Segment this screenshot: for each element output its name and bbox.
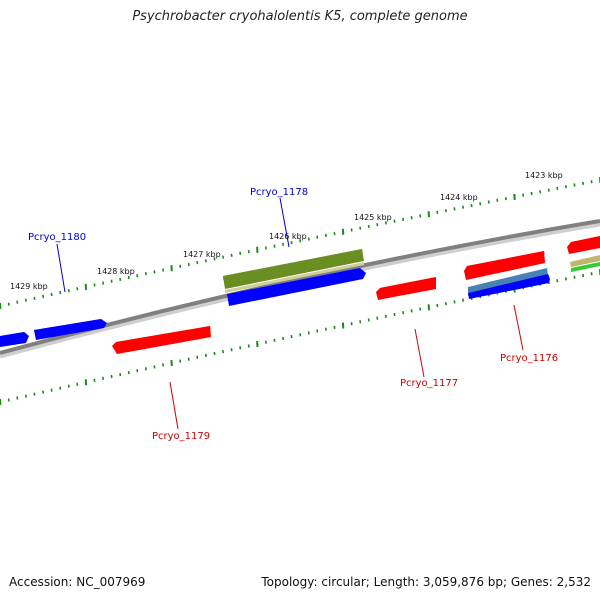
- kbp-label-1427: 1427 kbp: [183, 250, 221, 259]
- gene-body: [0, 332, 29, 347]
- gene-label-pcryo1178: Pcryo_1178: [250, 187, 308, 198]
- gene-features: [0, 236, 600, 354]
- gene-body: [112, 326, 211, 354]
- leader-pcryo1176: [513, 304, 524, 351]
- gene-body: [571, 262, 600, 272]
- gene-rna-olive-shadow: [225, 262, 364, 293]
- gene-body: [223, 249, 364, 289]
- kbp-label-1425: 1425 kbp: [354, 213, 392, 222]
- gene-body: [376, 277, 436, 300]
- gene-fwd-left-stub: [0, 332, 29, 347]
- gene-misc-green: [571, 262, 600, 272]
- gene-pcryo1178: [227, 268, 366, 306]
- gene-body: [227, 268, 366, 306]
- kbp-label-1424: 1424 kbp: [440, 193, 478, 202]
- leader-pcryo1180: [56, 243, 66, 293]
- gene-label-pcryo1176: Pcryo_1176: [500, 353, 558, 364]
- gene-label-pcryo1180: Pcryo_1180: [28, 232, 86, 243]
- gene-misc-blue: [468, 268, 548, 293]
- leader-pcryo1179: [169, 381, 179, 430]
- gene-body: [468, 274, 550, 299]
- gene-body: [570, 255, 600, 267]
- gene-body: [468, 268, 548, 293]
- kbp-label-1429: 1429 kbp: [10, 282, 48, 291]
- accession-text: Accession: NC_007969: [9, 575, 146, 589]
- gene-rna-olive: [223, 249, 364, 289]
- gene-misc-tan: [570, 255, 600, 267]
- gene-rev-right-edge: [567, 236, 600, 254]
- kbp-label-1428: 1428 kbp: [97, 267, 135, 276]
- kbp-label-1426: 1426 kbp: [269, 232, 307, 241]
- gene-pcryo1180: [34, 319, 107, 340]
- gene-pcryo1179: [112, 326, 211, 354]
- gene-pcryo1177: [376, 277, 436, 300]
- gene-body: [567, 236, 600, 254]
- inner-tick-ring: [0, 269, 600, 406]
- gene-body: [464, 251, 545, 280]
- leader-pcryo1177: [414, 328, 425, 378]
- gene-fwd-right: [468, 274, 550, 299]
- map-title: Psychrobacter cryohalolentis K5, complet…: [132, 9, 468, 24]
- gene-pcryo1176: [464, 251, 545, 280]
- topology-text: Topology: circular; Length: 3,059,876 bp…: [261, 575, 591, 589]
- gene-body: [225, 262, 364, 293]
- gene-body: [34, 319, 107, 340]
- leader-pcryo1178: [279, 197, 290, 248]
- gene-label-pcryo1179: Pcryo_1179: [152, 431, 210, 442]
- gene-label-pcryo1177: Pcryo_1177: [400, 378, 458, 389]
- kbp-label-1423: 1423 kbp: [525, 171, 563, 180]
- outer-tick-ring: [0, 177, 600, 310]
